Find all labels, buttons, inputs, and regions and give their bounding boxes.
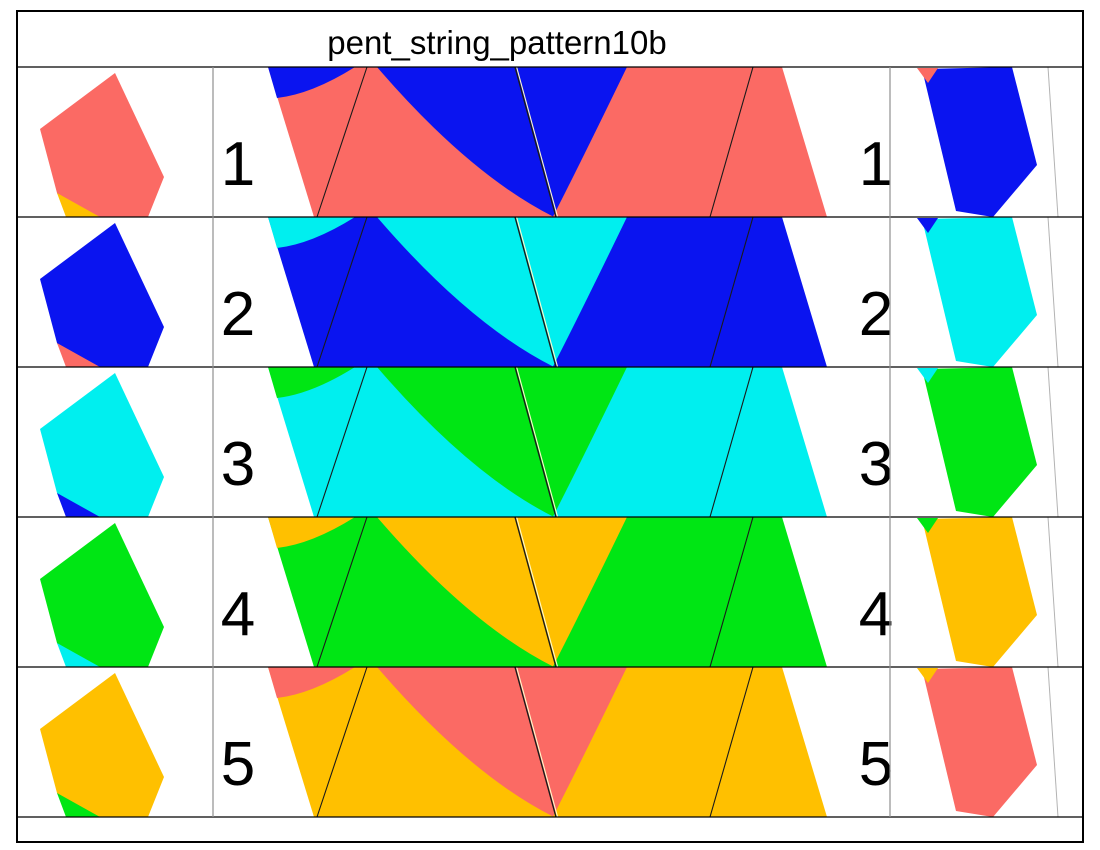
row-number-right: 2: [859, 280, 893, 349]
row-number-left: 1: [221, 130, 255, 199]
row-number-left: 2: [221, 280, 255, 349]
row-number-right: 5: [859, 730, 893, 799]
row-grid-lines: [18, 66, 1082, 818]
row-number-left: 3: [221, 430, 255, 499]
tile-edge-line: [1047, 666, 1059, 818]
pattern-row-4: 4 4: [40, 516, 1059, 668]
right-pentagon: [922, 217, 1037, 367]
tile-edge-line: [1047, 216, 1059, 368]
row-number-left: 5: [221, 730, 255, 799]
right-pentagon: [922, 367, 1037, 517]
row-number-right: 1: [859, 130, 893, 199]
row-number-left: 4: [221, 580, 255, 649]
page-title: pent_string_pattern10b: [327, 24, 666, 61]
right-pentagon: [922, 517, 1037, 667]
outer-border: [16, 10, 1084, 843]
tile-edge-line: [1047, 66, 1059, 218]
tile-edge-line: [1047, 516, 1059, 668]
pattern-row-3: 3 3: [40, 366, 1059, 518]
pattern-row-1: 1 1: [40, 66, 1059, 218]
pattern-row-2: 2 2: [40, 216, 1059, 368]
row-number-right: 3: [859, 430, 893, 499]
right-pentagon: [922, 667, 1037, 817]
right-pentagon: [922, 67, 1037, 217]
tile-edge-line: [1047, 366, 1059, 518]
column-grid-lines: [212, 67, 891, 817]
row-number-right: 4: [859, 580, 893, 649]
pattern-row-5: 5 5: [40, 666, 1059, 818]
